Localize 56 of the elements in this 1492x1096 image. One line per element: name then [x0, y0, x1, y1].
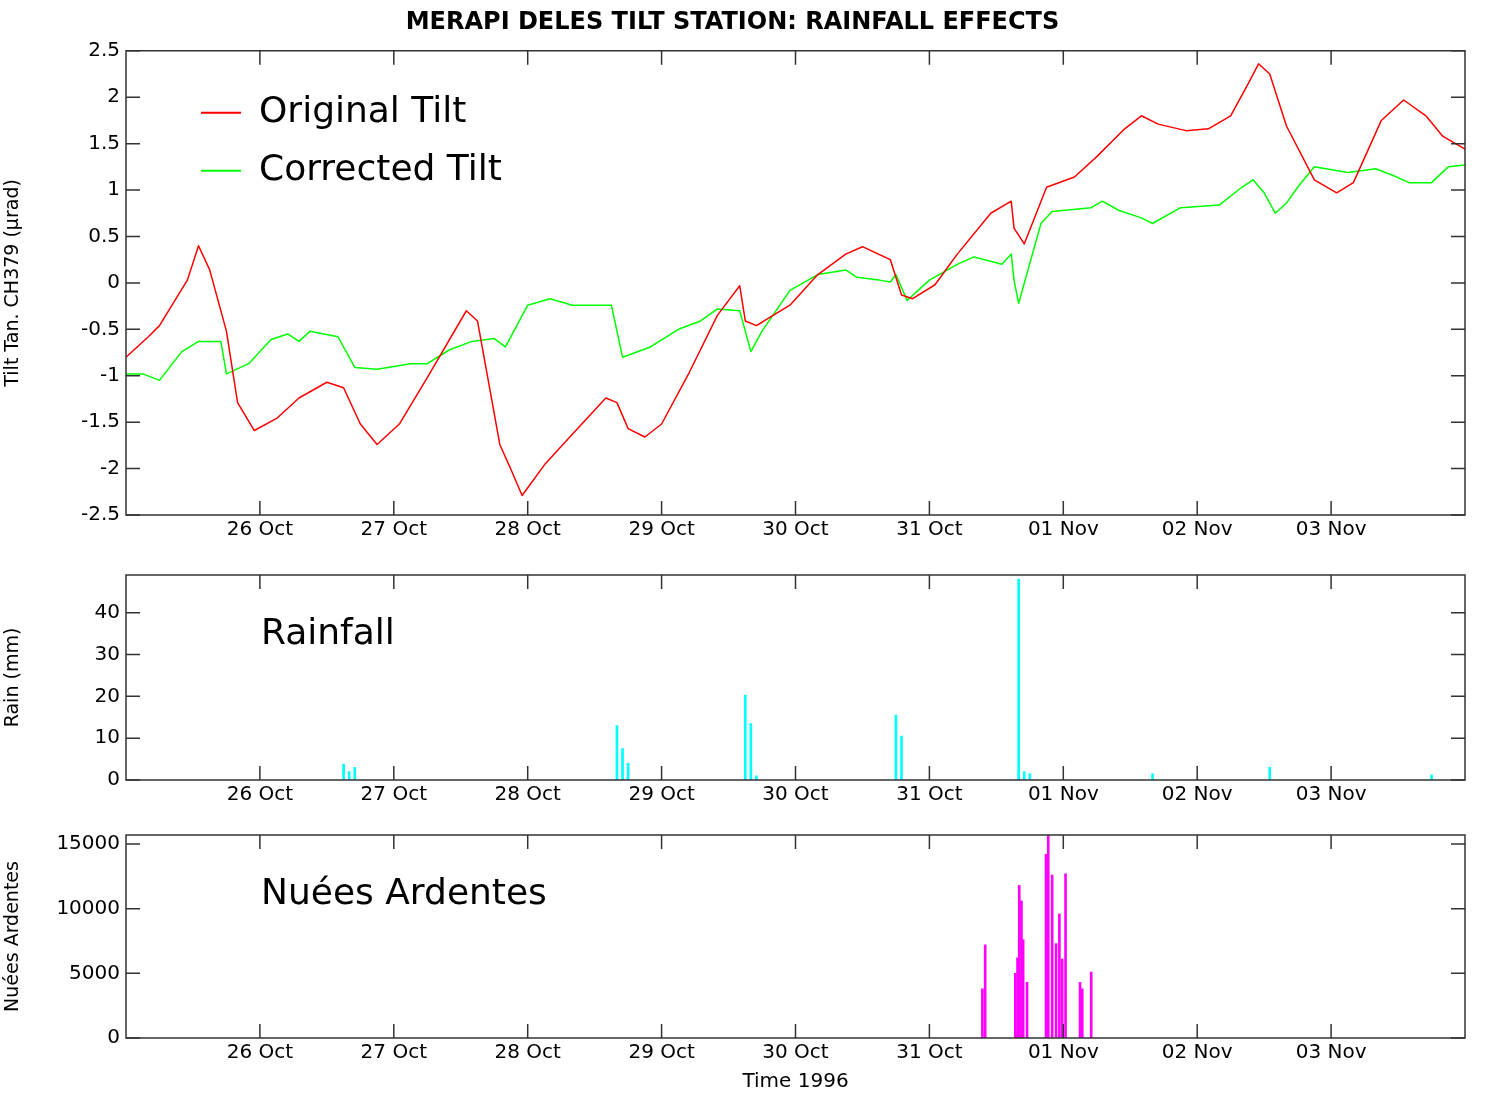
x-tick-label: 01 Nov — [1027, 516, 1099, 541]
y-axis-title: Tilt Tan. CH379 (µrad) — [0, 179, 23, 388]
x-tick-label: 28 Oct — [494, 781, 562, 806]
x-axis-title: Time 1996 — [741, 1068, 849, 1093]
y-tick-label: -1 — [100, 361, 120, 386]
x-tick-label: 01 Nov — [1027, 1039, 1099, 1064]
x-tick-label: 28 Oct — [494, 516, 562, 541]
x-tick-label: 03 Nov — [1295, 781, 1367, 806]
y-tick-label: 10 — [94, 724, 120, 749]
x-tick-label: 29 Oct — [628, 1039, 695, 1064]
y-tick-label: 30 — [94, 640, 120, 665]
x-tick-label: 30 Oct — [762, 781, 829, 806]
x-tick-label: 02 Nov — [1161, 781, 1233, 806]
annotation: Rainfall — [261, 611, 395, 653]
y-tick-label: 10000 — [56, 894, 120, 919]
x-tick-label: 31 Oct — [896, 516, 963, 541]
x-tick-label: 27 Oct — [360, 1039, 428, 1064]
x-tick-label: 02 Nov — [1161, 516, 1233, 541]
y-tick-label: -2 — [100, 454, 120, 479]
y-tick-label: 15000 — [56, 830, 120, 855]
y-tick-label: 0.5 — [88, 222, 120, 247]
y-tick-label: 0 — [107, 766, 120, 791]
x-tick-label: 31 Oct — [896, 781, 963, 806]
y-tick-label: -0.5 — [80, 315, 120, 340]
x-tick-label: 03 Nov — [1295, 516, 1367, 541]
x-tick-label: 26 Oct — [226, 781, 294, 806]
x-tick-label: 31 Oct — [896, 1039, 963, 1064]
x-tick-label: 29 Oct — [628, 516, 695, 541]
chart-title: MERAPI DELES TILT STATION: RAINFALL EFFECTS — [405, 6, 1060, 35]
y-tick-label: 20 — [94, 682, 120, 707]
y-tick-label: 0 — [107, 1024, 120, 1049]
x-tick-label: 27 Oct — [360, 516, 428, 541]
annotation: Nuées Ardentes — [261, 871, 547, 913]
x-tick-label: 27 Oct — [360, 781, 428, 806]
y-tick-label: -1.5 — [80, 408, 120, 433]
y-axis-title: Nuées Ardentes — [0, 861, 23, 1012]
x-tick-label: 30 Oct — [762, 1039, 829, 1064]
y-axis-title: Rain (mm) — [0, 627, 23, 728]
y-tick-label: 0 — [107, 269, 120, 294]
y-tick-label: 1.5 — [88, 129, 120, 154]
x-tick-label: 30 Oct — [762, 516, 829, 541]
y-tick-label: 2.5 — [88, 37, 120, 61]
y-tick-label: 40 — [94, 598, 120, 623]
y-tick-label: 1 — [107, 176, 120, 201]
x-tick-label: 26 Oct — [226, 1039, 294, 1064]
x-tick-label: 26 Oct — [226, 516, 294, 541]
legend-label: Corrected Tilt — [259, 147, 502, 189]
x-tick-label: 28 Oct — [494, 1039, 562, 1064]
y-tick-label: 2 — [107, 83, 120, 108]
x-tick-label: 03 Nov — [1295, 1039, 1367, 1064]
y-tick-label: -2.5 — [80, 501, 120, 526]
x-tick-label: 02 Nov — [1161, 1039, 1233, 1064]
legend-label: Original Tilt — [259, 89, 467, 131]
x-tick-label: 01 Nov — [1027, 781, 1099, 806]
x-tick-label: 29 Oct — [628, 781, 695, 806]
y-tick-label: 5000 — [69, 959, 120, 984]
